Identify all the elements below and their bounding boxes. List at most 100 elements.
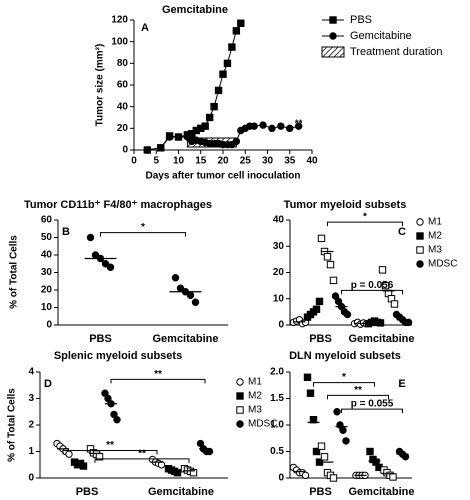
marker (113, 416, 121, 424)
marker (143, 146, 152, 154)
panel-letter: E (398, 378, 405, 390)
x-tick-label: 35 (284, 156, 296, 167)
x-tick-label: Gemcitabine (152, 333, 218, 345)
y-tick-label: 10 (41, 302, 53, 313)
annotation: ** (138, 449, 146, 460)
marker (294, 122, 303, 130)
marker (286, 124, 294, 133)
x-tick-label: 5 (153, 156, 159, 167)
legend-marker (236, 406, 244, 414)
marker (317, 442, 326, 450)
significance-bracket (94, 458, 190, 463)
y-tick-label: 4 (28, 367, 34, 378)
y-tick-label: 0 (122, 145, 128, 156)
panel-letter: B (62, 226, 70, 238)
x-tick-label: 15 (195, 156, 207, 167)
y-axis-label: % of Total Cells (7, 388, 18, 462)
legend-marker (329, 16, 337, 24)
x-tick-label: 10 (173, 156, 185, 167)
marker (101, 260, 110, 268)
marker (390, 300, 399, 308)
legend-marker (329, 32, 337, 40)
legend-swatch (321, 46, 345, 58)
legend-label: M3 (428, 245, 442, 256)
marker (329, 276, 338, 285)
panel-title: Splenic myeloid subsets (54, 350, 182, 362)
marker (277, 122, 285, 130)
legend-label: M2 (248, 391, 262, 402)
y-tick-label: 60 (41, 215, 53, 226)
legend-marker (416, 260, 424, 268)
marker (366, 447, 374, 456)
y-tick-label: 0 (278, 320, 284, 331)
y-tick-label: 50 (41, 232, 53, 243)
panel-title: Tumor CD11b⁺ F4/80⁺ macrophages (24, 199, 212, 211)
marker (214, 86, 223, 95)
significance-bracket (327, 394, 389, 400)
significance-bracket (341, 289, 403, 295)
panel-title: Tumor myeloid subsets (284, 199, 407, 211)
x-tick-label: 20 (217, 156, 229, 167)
annotation: ** (295, 119, 303, 130)
marker (268, 124, 276, 133)
panel-title: Gemcitabine (162, 4, 228, 16)
y-tick-label: 20 (41, 285, 53, 296)
marker (250, 122, 258, 130)
marker (186, 291, 195, 299)
significance-bracket (313, 382, 375, 387)
x-tick-label: PBS (76, 486, 99, 498)
marker (79, 462, 88, 470)
y-tick-label: 1 (28, 446, 34, 457)
marker (389, 473, 397, 481)
marker (106, 263, 115, 271)
marker (323, 253, 332, 261)
marker (191, 298, 200, 306)
y-tick-label: 100 (111, 36, 128, 47)
annotation: * (363, 212, 367, 223)
legend-label: Treatment duration (350, 46, 443, 58)
marker (317, 234, 326, 243)
marker (306, 389, 315, 397)
marker (315, 297, 324, 306)
x-tick-label: PBS (309, 333, 332, 345)
y-tick-label: 20 (273, 267, 285, 278)
y-tick-label: 2.0 (270, 367, 284, 378)
marker (65, 450, 73, 458)
significance-bracket (100, 232, 186, 237)
y-tick-label: 0 (278, 473, 284, 484)
x-tick-label: 30 (262, 156, 274, 167)
y-tick-label: 80 (117, 58, 129, 69)
y-tick-label: 1.0 (270, 420, 284, 431)
y-tick-label: 120 (111, 15, 128, 26)
significance-bracket (110, 378, 206, 384)
x-tick-label: Gemcitabine (148, 486, 214, 498)
legend-marker (236, 392, 244, 400)
marker (223, 59, 232, 68)
x-tick-label: PBS (309, 486, 332, 498)
panel-letter: C (398, 226, 406, 238)
legend-label: PBS (350, 14, 372, 26)
annotation: ** (354, 385, 362, 396)
annotation: ** (106, 440, 114, 451)
marker (301, 471, 310, 480)
legend-label: M3 (248, 405, 262, 416)
y-tick-label: 10 (273, 293, 285, 304)
marker (205, 113, 214, 122)
y-axis-label: Tumor size (mm²) (95, 44, 106, 127)
marker (210, 102, 218, 111)
marker (232, 27, 241, 35)
marker (259, 121, 267, 129)
y-axis-label: % of Total Cells (9, 235, 20, 309)
marker (173, 469, 182, 477)
marker (339, 426, 347, 434)
marker (381, 281, 390, 290)
x-tick-label: 25 (240, 156, 252, 167)
legend-label: M2 (428, 231, 442, 242)
legend-marker (236, 378, 244, 386)
y-tick-label: 3 (28, 393, 34, 404)
y-tick-label: 40 (273, 215, 285, 226)
marker (86, 233, 95, 242)
marker (189, 469, 198, 477)
legend-marker (236, 420, 244, 428)
